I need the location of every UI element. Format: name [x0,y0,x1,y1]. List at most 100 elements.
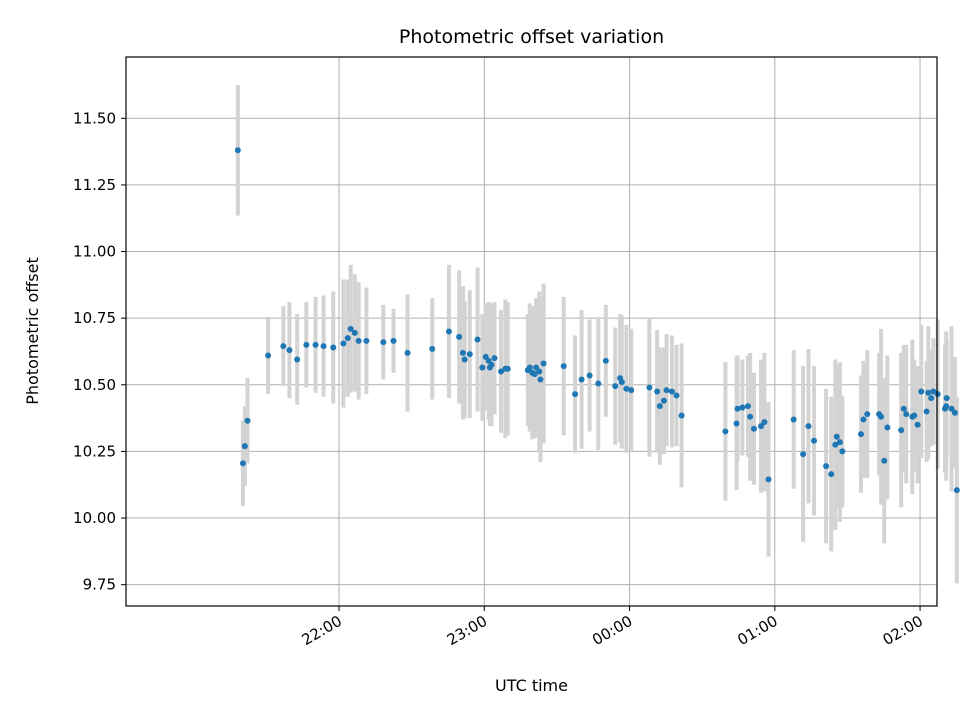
data-point [623,385,630,392]
data-point [390,337,397,344]
data-point [758,423,765,430]
data-point [898,427,905,434]
data-point [943,403,950,410]
y-tick-label: 11.25 [73,176,116,194]
data-point [928,395,935,402]
data-point [805,423,812,430]
data-point [911,412,918,419]
data-point [330,344,337,351]
data-point [943,395,950,402]
data-point [618,379,625,386]
data-point [363,337,370,344]
data-point [739,404,746,411]
data-point [678,412,685,419]
data-point [790,416,797,423]
data-point [860,416,867,423]
data-point [884,424,891,431]
data-point [900,405,907,412]
data-point [456,333,463,340]
data-point [294,356,301,363]
data-point [734,405,741,412]
data-point [654,388,661,395]
data-point [857,431,864,438]
data-point [303,341,310,348]
data-point [747,413,754,420]
data-point [445,328,452,335]
data-point [612,383,619,390]
data-point [832,441,839,448]
data-point [646,384,653,391]
data-point [750,425,757,432]
data-point [234,147,241,154]
y-tick-label: 11.00 [73,243,116,261]
y-axis-title: Photometric offset [23,257,42,405]
data-point [355,337,362,344]
data-point [497,368,504,375]
data-point [320,343,327,350]
data-point [344,335,351,342]
y-tick-label: 10.50 [73,376,116,394]
data-point [312,341,319,348]
data-point [488,361,495,368]
y-tick-label: 11.50 [73,109,116,127]
data-point [761,419,768,426]
y-tick-label: 10.75 [73,309,116,327]
data-point [578,376,585,383]
data-point [951,409,958,416]
data-point [531,371,538,378]
data-point [660,397,667,404]
data-point [429,345,436,352]
data-point [836,439,843,446]
data-point [878,413,885,420]
data-point [811,437,818,444]
data-point [733,420,740,427]
data-point [668,388,675,395]
data-point [536,368,543,375]
data-point [722,428,729,435]
chart-title: Photometric offset variation [399,26,664,48]
data-point [404,349,411,356]
data-point [595,380,602,387]
data-point [663,387,670,394]
data-point [656,403,663,410]
data-point [923,408,930,415]
data-point [280,343,287,350]
data-point [380,339,387,346]
data-point [286,347,293,354]
data-point [833,433,840,440]
data-point [537,376,544,383]
y-tick-label: 9.75 [83,576,116,594]
data-point [828,471,835,478]
data-point [572,391,579,398]
data-point [586,372,593,379]
data-points [234,147,960,494]
y-tick-label: 10.25 [73,442,116,460]
data-point [466,351,473,358]
data-point [953,487,960,494]
data-point [930,388,937,395]
data-point [918,388,925,395]
data-point [881,457,888,464]
data-point [864,411,871,418]
data-point [823,463,830,470]
data-point [526,364,533,371]
data-point [239,460,246,467]
data-point [560,363,567,370]
data-point [474,336,481,343]
data-point [673,392,680,399]
data-point [504,365,511,372]
data-point [744,403,751,410]
data-point [459,349,466,356]
data-point [934,391,941,398]
data-point [347,325,354,332]
data-point [244,417,251,424]
data-point [265,352,272,359]
data-point [765,476,772,483]
data-point [351,329,358,336]
data-point [628,387,635,394]
plot-frame [125,56,938,607]
y-axis: 9.75 10.00 10.25 10.50 10.75 11.00 11.25 11.50 [73,109,126,594]
data-point [800,451,807,458]
